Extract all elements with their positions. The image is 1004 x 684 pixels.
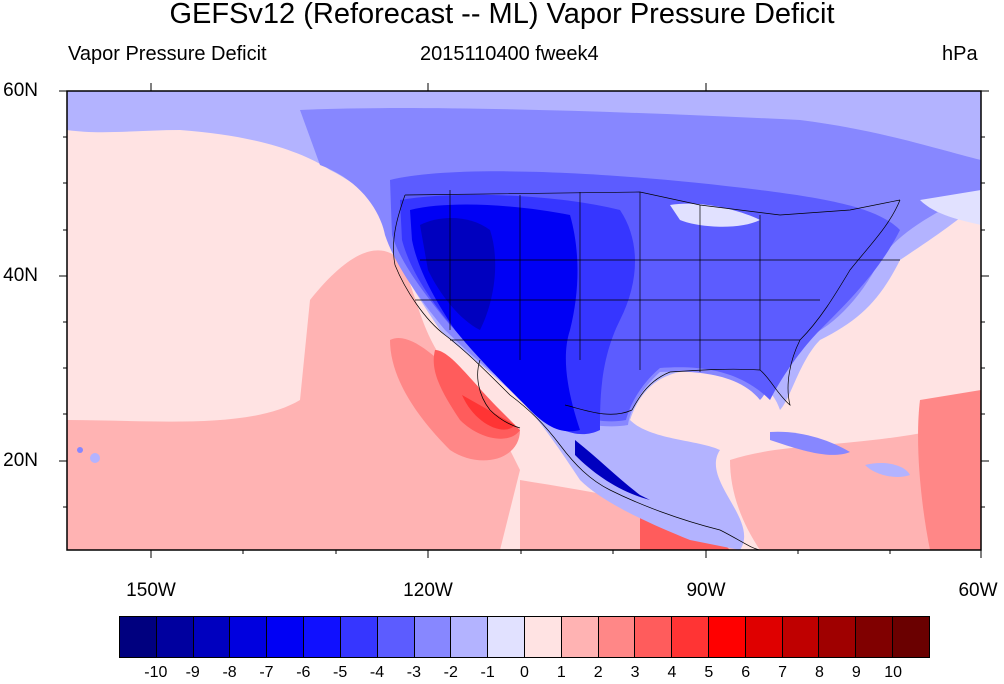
field-positive-8 xyxy=(918,390,981,550)
colorbar-swatch xyxy=(745,617,783,657)
colorbar-swatch xyxy=(598,617,636,657)
east-gulf-coast-line xyxy=(564,199,901,415)
colorbar-label: 10 xyxy=(884,664,903,681)
colorbar-label: 3 xyxy=(630,664,640,681)
colorbar-label: 8 xyxy=(814,664,824,681)
colorbar-swatch xyxy=(193,617,231,657)
caribbean-cuba xyxy=(770,431,850,455)
colorbar-label: -8 xyxy=(222,664,237,681)
colorbar-label: 0 xyxy=(520,664,529,681)
us-canada-border xyxy=(404,191,901,216)
colorbar-label: -6 xyxy=(296,664,311,681)
colorbar-swatch xyxy=(635,617,673,657)
colorbar-label: -2 xyxy=(443,664,458,681)
lat-label-20n: 20N xyxy=(3,450,38,471)
colorbar-swatch xyxy=(340,617,378,657)
units-label: hPa xyxy=(942,43,978,65)
map-title: GEFSv12 (Reforecast -- ML) Vapor Pressur… xyxy=(169,0,835,30)
colorbar-label: -10 xyxy=(144,664,168,681)
colorbar-label: -4 xyxy=(369,664,385,681)
ticks xyxy=(59,83,989,558)
colorbar-label: 5 xyxy=(704,664,714,681)
caribbean-hispaniola xyxy=(865,463,910,477)
colorbar-swatch xyxy=(524,617,562,657)
colorbar-swatch xyxy=(377,617,415,657)
colorbar-swatch xyxy=(304,617,341,657)
colorbar-label: 9 xyxy=(851,664,861,681)
field-positive-4 xyxy=(462,395,515,430)
colorbar-swatch xyxy=(672,617,709,657)
map-field xyxy=(67,91,981,550)
lon-label-60w: 60W xyxy=(958,580,998,601)
baja-line xyxy=(477,359,521,429)
variable-label: Vapor Pressure Deficit xyxy=(68,43,267,65)
lat-label-40n: 40N xyxy=(3,265,38,286)
colorbar-swatch xyxy=(120,617,157,657)
lon-label-120w: 120W xyxy=(403,580,453,601)
date-label: 2015110400 fweek4 xyxy=(420,43,599,65)
colorbar-label: -5 xyxy=(333,664,348,681)
hawaii-island-2 xyxy=(90,453,100,463)
map-frame xyxy=(66,90,982,551)
field-near-zero-2 xyxy=(920,190,981,225)
colorbar-swatch xyxy=(893,617,929,657)
colorbar-swatch xyxy=(819,617,857,657)
colorbar xyxy=(119,616,930,658)
colorbar-label: 4 xyxy=(667,664,677,681)
lon-label-90w: 90W xyxy=(686,580,726,601)
west-coast-line xyxy=(393,194,761,550)
lat-label-60n: 60N xyxy=(3,80,38,101)
hawaii-island-1 xyxy=(77,447,83,453)
colorbar-label: -7 xyxy=(259,664,274,681)
colorbar-swatch xyxy=(267,617,305,657)
colorbar-swatch xyxy=(709,617,746,657)
colorbar-label: 7 xyxy=(778,664,787,681)
lon-label-150w: 150W xyxy=(126,580,176,601)
colorbar-swatch xyxy=(414,617,452,657)
colorbar-swatch xyxy=(230,617,268,657)
outlines xyxy=(393,190,901,550)
colorbar-swatch xyxy=(782,617,820,657)
colorbar-label: -3 xyxy=(406,664,422,681)
colorbar-swatch xyxy=(561,617,599,657)
colorbar-label: 2 xyxy=(593,664,603,681)
field-positive-1 xyxy=(67,250,520,550)
state-boundaries xyxy=(415,190,900,372)
colorbar-swatch xyxy=(451,617,489,657)
field-negative-6 xyxy=(420,218,496,330)
field-near-zero-1 xyxy=(670,203,760,227)
colorbar-label: -9 xyxy=(185,664,200,681)
field-positive-7 xyxy=(730,420,981,550)
colorbar-label: -1 xyxy=(480,664,495,681)
colorbar-swatch xyxy=(156,617,194,657)
colorbar-swatch xyxy=(488,617,525,657)
colorbar-label: 6 xyxy=(741,664,751,681)
colorbar-label: 1 xyxy=(556,664,566,681)
colorbar-swatch xyxy=(856,617,894,657)
